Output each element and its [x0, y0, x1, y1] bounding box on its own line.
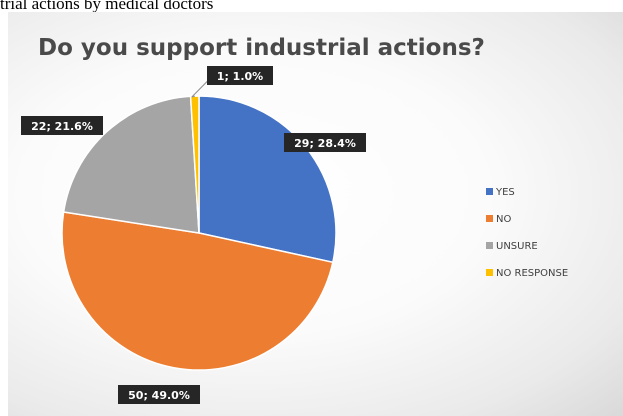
legend-item-no-response: NO RESPONSE — [486, 268, 568, 279]
data-label-unsure: 22; 21.6% — [21, 116, 103, 135]
legend-label: NO RESPONSE — [496, 268, 568, 279]
legend-swatch — [486, 188, 493, 195]
leader-line — [191, 75, 214, 98]
legend-label: UNSURE — [496, 241, 538, 252]
data-label-no: 50; 49.0% — [118, 385, 200, 404]
svg-text:29; 28.4%: 29; 28.4% — [294, 137, 356, 150]
chart-title: Do you support industrial actions? — [38, 35, 485, 61]
figure-caption: trial actions by medical doctors — [0, 0, 214, 13]
legend-label: NO — [496, 214, 511, 225]
legend-swatch — [486, 215, 493, 222]
legend-item-yes: YES — [486, 187, 515, 198]
legend-label: YES — [495, 187, 515, 198]
data-label-yes: 29; 28.4% — [284, 133, 366, 152]
svg-text:22; 21.6%: 22; 21.6% — [31, 120, 93, 133]
pie-chart: Do you support industrial actions? 29; 2… — [21, 35, 568, 404]
legend-item-unsure: UNSURE — [486, 241, 538, 252]
chart-legend: YES NO UNSURE NO RESPONSE — [486, 187, 568, 279]
data-label-no-response: 1; 1.0% — [207, 66, 273, 85]
pie-slice-no — [61, 211, 334, 371]
svg-text:50; 49.0%: 50; 49.0% — [128, 389, 190, 402]
svg-text:1; 1.0%: 1; 1.0% — [217, 70, 263, 83]
pie-slice-unsure — [62, 95, 200, 234]
legend-item-no: NO — [486, 214, 511, 225]
legend-swatch — [486, 242, 493, 249]
chart-panel: Do you support industrial actions? 29; 2… — [8, 12, 623, 416]
legend-swatch — [486, 269, 493, 276]
